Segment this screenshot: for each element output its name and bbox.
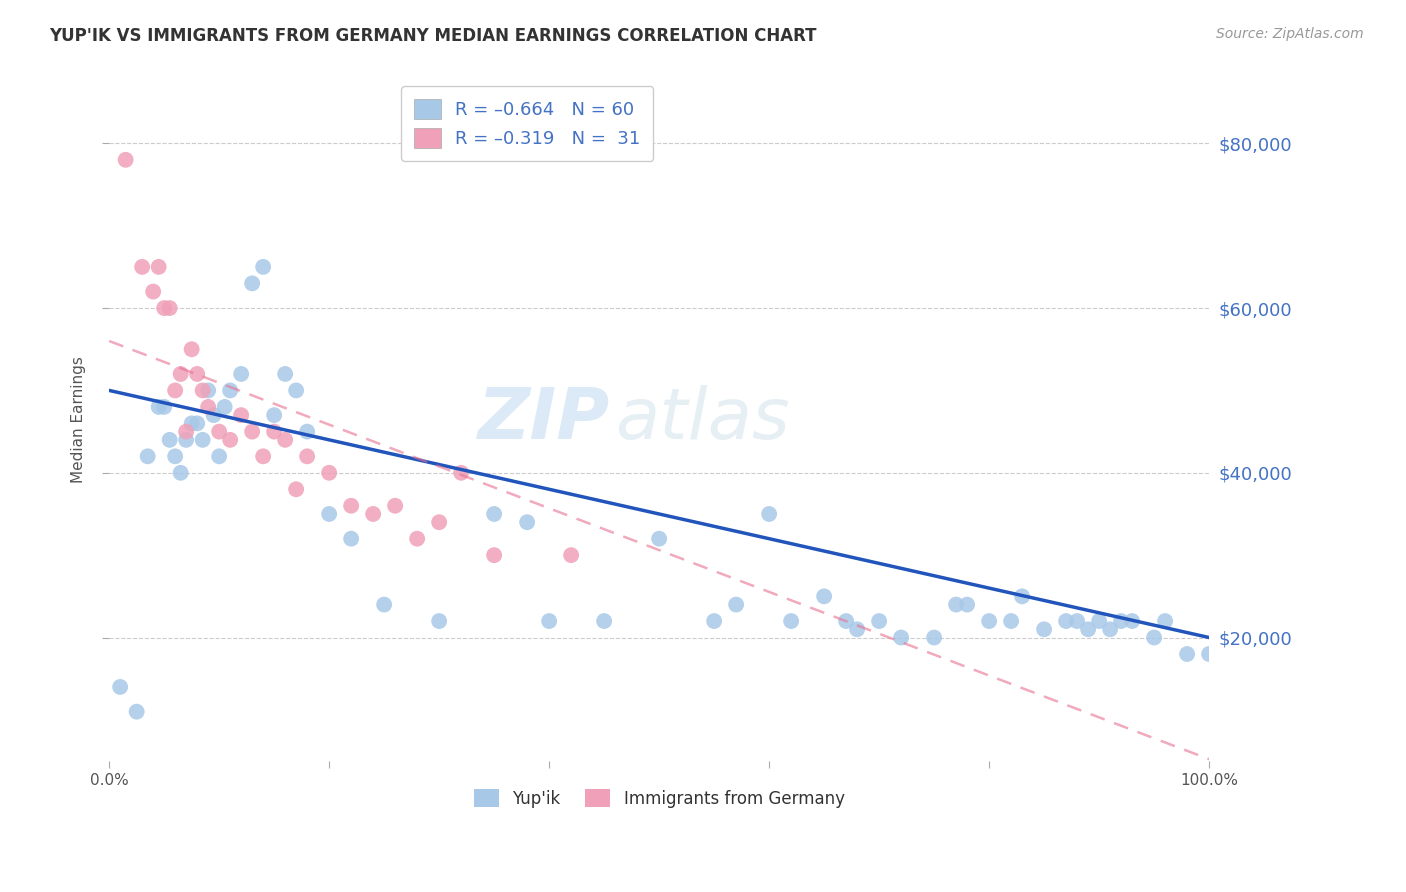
Point — [263, 408, 285, 422]
Point — [593, 614, 616, 628]
Point — [450, 466, 472, 480]
Point — [890, 631, 912, 645]
Point — [945, 598, 967, 612]
Point — [197, 400, 219, 414]
Point — [153, 301, 176, 315]
Point — [252, 450, 274, 464]
Point — [1099, 622, 1122, 636]
Point — [1143, 631, 1166, 645]
Point — [148, 400, 170, 414]
Point — [1077, 622, 1099, 636]
Point — [202, 408, 225, 422]
Point — [835, 614, 858, 628]
Point — [136, 450, 159, 464]
Point — [180, 343, 202, 357]
Point — [142, 285, 165, 299]
Point — [846, 622, 869, 636]
Point — [108, 680, 131, 694]
Point — [384, 499, 406, 513]
Point — [153, 400, 176, 414]
Point — [373, 598, 395, 612]
Point — [231, 408, 253, 422]
Point — [1109, 614, 1132, 628]
Point — [1054, 614, 1077, 628]
Point — [169, 466, 191, 480]
Point — [114, 153, 136, 167]
Point — [219, 433, 242, 447]
Point — [219, 384, 242, 398]
Point — [285, 384, 308, 398]
Point — [340, 499, 363, 513]
Point — [427, 515, 450, 529]
Point — [208, 450, 231, 464]
Point — [516, 515, 538, 529]
Point — [274, 433, 297, 447]
Point — [318, 466, 340, 480]
Point — [252, 260, 274, 274]
Point — [231, 367, 253, 381]
Text: Source: ZipAtlas.com: Source: ZipAtlas.com — [1216, 27, 1364, 41]
Point — [868, 614, 890, 628]
Point — [191, 384, 214, 398]
Point — [318, 507, 340, 521]
Point — [159, 433, 181, 447]
Point — [295, 425, 318, 439]
Point — [274, 367, 297, 381]
Point — [240, 277, 263, 291]
Point — [174, 425, 197, 439]
Point — [263, 425, 285, 439]
Point — [165, 384, 187, 398]
Point — [148, 260, 170, 274]
Point — [956, 598, 979, 612]
Point — [165, 450, 187, 464]
Point — [240, 425, 263, 439]
Point — [725, 598, 748, 612]
Point — [1066, 614, 1088, 628]
Point — [813, 590, 835, 604]
Point — [1011, 590, 1033, 604]
Point — [538, 614, 561, 628]
Point — [427, 614, 450, 628]
Point — [186, 367, 208, 381]
Point — [560, 548, 582, 562]
Point — [1121, 614, 1143, 628]
Point — [780, 614, 803, 628]
Y-axis label: Median Earnings: Median Earnings — [72, 356, 86, 483]
Point — [186, 417, 208, 431]
Point — [406, 532, 429, 546]
Point — [180, 417, 202, 431]
Point — [703, 614, 725, 628]
Legend: Yup'ik, Immigrants from Germany: Yup'ik, Immigrants from Germany — [467, 783, 851, 814]
Point — [1175, 647, 1198, 661]
Point — [758, 507, 780, 521]
Point — [1088, 614, 1111, 628]
Point — [208, 425, 231, 439]
Point — [131, 260, 153, 274]
Point — [1033, 622, 1056, 636]
Point — [174, 433, 197, 447]
Point — [197, 384, 219, 398]
Point — [214, 400, 236, 414]
Point — [285, 483, 308, 497]
Point — [1154, 614, 1177, 628]
Point — [159, 301, 181, 315]
Point — [922, 631, 945, 645]
Point — [125, 705, 148, 719]
Point — [169, 367, 191, 381]
Point — [648, 532, 671, 546]
Point — [295, 450, 318, 464]
Point — [191, 433, 214, 447]
Text: atlas: atlas — [616, 384, 790, 454]
Text: ZIP: ZIP — [478, 384, 610, 454]
Point — [977, 614, 1000, 628]
Point — [1198, 647, 1220, 661]
Point — [361, 507, 384, 521]
Point — [482, 507, 505, 521]
Point — [340, 532, 363, 546]
Point — [482, 548, 505, 562]
Text: YUP'IK VS IMMIGRANTS FROM GERMANY MEDIAN EARNINGS CORRELATION CHART: YUP'IK VS IMMIGRANTS FROM GERMANY MEDIAN… — [49, 27, 817, 45]
Point — [1000, 614, 1022, 628]
